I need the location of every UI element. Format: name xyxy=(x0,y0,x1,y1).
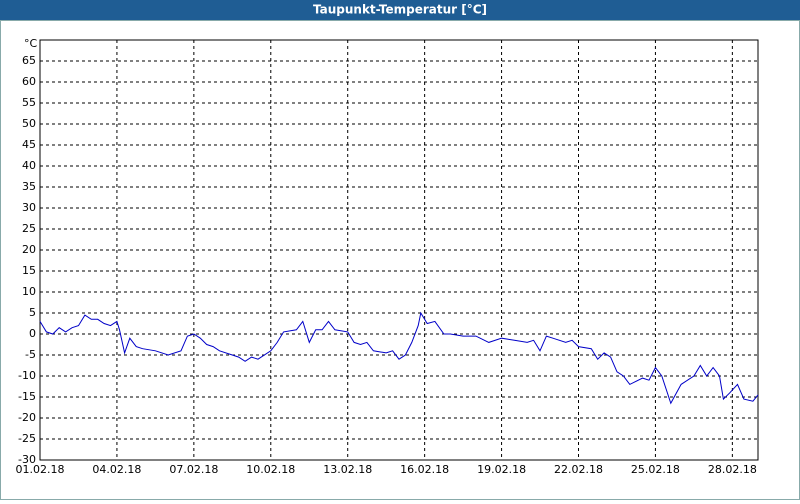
y-tick-label: 35 xyxy=(22,180,36,193)
y-tick-label: 65 xyxy=(22,54,36,67)
y-tick-label: 50 xyxy=(22,117,36,130)
y-tick-label: -5 xyxy=(25,348,36,361)
y-tick-label: 10 xyxy=(22,285,36,298)
y-axis-label: °C xyxy=(24,37,38,50)
y-tick-label: -10 xyxy=(18,369,36,382)
x-tick-label: 13.02.18 xyxy=(323,463,372,476)
y-tick-label: 20 xyxy=(22,243,36,256)
y-tick-label: 40 xyxy=(22,159,36,172)
x-tick-label: 01.02.18 xyxy=(16,463,65,476)
x-tick-label: 07.02.18 xyxy=(169,463,218,476)
y-tick-label: 0 xyxy=(29,327,36,340)
y-tick-label: 30 xyxy=(22,201,36,214)
plot-frame xyxy=(39,39,759,461)
x-tick-label: 16.02.18 xyxy=(400,463,449,476)
x-tick-label: 19.02.18 xyxy=(477,463,526,476)
chart-title: Taupunkt-Temperatur [°C] xyxy=(313,3,487,17)
y-tick-label: 25 xyxy=(22,222,36,235)
data-line xyxy=(39,311,759,405)
x-tick-label: 04.02.18 xyxy=(92,463,141,476)
x-tick-label: 28.02.18 xyxy=(708,463,757,476)
y-tick-label: 5 xyxy=(29,306,36,319)
y-tick-label: -20 xyxy=(18,411,36,424)
y-tick-label: 55 xyxy=(22,96,36,109)
x-tick-label: 10.02.18 xyxy=(246,463,295,476)
y-tick-label: 60 xyxy=(22,75,36,88)
y-tick-label: -25 xyxy=(18,432,36,445)
title-bar xyxy=(0,0,800,20)
x-tick-label: 22.02.18 xyxy=(554,463,603,476)
x-tick-label: 25.02.18 xyxy=(631,463,680,476)
y-tick-label: -15 xyxy=(18,390,36,403)
y-tick-label: 45 xyxy=(22,138,36,151)
y-tick-label: -30 xyxy=(18,453,36,466)
y-tick-label: 15 xyxy=(22,264,36,277)
